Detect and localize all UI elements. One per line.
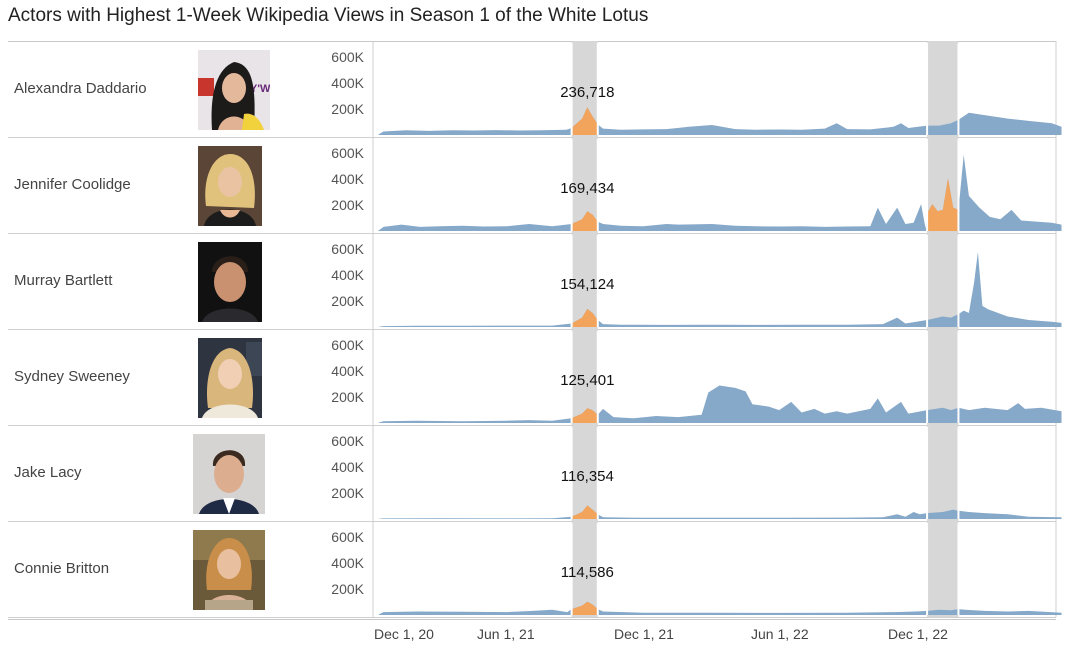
peak-value-label: 236,718 (560, 84, 614, 101)
x-tick-label: Jun 1, 22 (751, 626, 809, 642)
chart-grid: Alexandra Daddario Y'WA Jennifer Coolidg… (8, 41, 1056, 620)
y-tick-label: 200K (331, 389, 364, 405)
actor-photo: Y'WA (198, 50, 270, 130)
actor-name: Jake Lacy (14, 464, 82, 481)
y-tick-label: 600K (331, 337, 364, 353)
series-area (378, 154, 1062, 231)
x-tick-label: Dec 1, 22 (888, 626, 948, 642)
actor-name: Alexandra Daddario (14, 80, 147, 97)
row-connie-britton: Connie Britton (8, 522, 1056, 618)
y-tick-label: 200K (331, 485, 364, 501)
peak-value-label: 169,434 (560, 180, 614, 197)
y-tick-label: 400K (331, 459, 364, 475)
y-tick-label: 600K (331, 49, 364, 65)
actor-photo (193, 434, 265, 514)
actor-name: Sydney Sweeney (14, 368, 130, 385)
peak-value-label: 116,354 (561, 468, 614, 485)
series-area (378, 252, 1062, 327)
y-tick-label: 400K (331, 555, 364, 571)
highlight-area (571, 308, 598, 327)
actor-name: Jennifer Coolidge (14, 176, 131, 193)
series-area (378, 505, 1062, 519)
actor-photo (198, 146, 262, 226)
highlight-area (571, 211, 598, 231)
y-tick-label: 600K (331, 529, 364, 545)
actor-photo (198, 338, 262, 418)
svg-text:Y'WA: Y'WA (250, 83, 270, 95)
y-tick-label: 600K (331, 433, 364, 449)
row-murray-bartlett: Murray Bartlett (8, 234, 1056, 330)
y-tick-label: 400K (331, 363, 364, 379)
y-tick-label: 600K (331, 145, 364, 161)
highlight-area (571, 505, 598, 519)
actor-photo (198, 242, 262, 322)
row-alexandra-daddario: Alexandra Daddario Y'WA (8, 42, 1056, 138)
peak-value-label: 154,124 (560, 276, 614, 293)
y-tick-label: 200K (331, 293, 364, 309)
y-tick-label: 200K (331, 197, 364, 213)
series-area (378, 107, 1062, 135)
highlight-band (927, 41, 959, 617)
peak-value-label: 114,586 (561, 564, 614, 581)
highlight-area (927, 178, 959, 231)
row-jennifer-coolidge: Jennifer Coolidge (8, 138, 1056, 234)
row-sydney-sweeney: Sydney Sweeney (8, 330, 1056, 426)
series-area (378, 601, 1062, 615)
row-jake-lacy: Jake Lacy (8, 426, 1056, 522)
peak-value-label: 125,401 (560, 372, 614, 389)
chart-title: Actors with Highest 1-Week Wikipedia Vie… (8, 5, 649, 26)
series-area (378, 385, 1062, 423)
y-tick-label: 400K (331, 75, 364, 91)
x-tick-label: Dec 1, 21 (614, 626, 674, 642)
actor-photo (193, 530, 265, 610)
y-tick-label: 400K (331, 171, 364, 187)
y-tick-label: 600K (331, 241, 364, 257)
x-tick-label: Dec 1, 20 (374, 626, 434, 642)
actor-name: Connie Britton (14, 560, 110, 577)
y-tick-label: 200K (331, 101, 364, 117)
actor-name: Murray Bartlett (14, 272, 113, 289)
highlight-area (571, 107, 598, 135)
y-tick-label: 400K (331, 267, 364, 283)
highlight-area (571, 408, 598, 423)
x-tick-label: Jun 1, 21 (477, 626, 535, 642)
highlight-band (571, 41, 598, 617)
highlight-area (571, 601, 598, 615)
y-tick-label: 200K (331, 581, 364, 597)
